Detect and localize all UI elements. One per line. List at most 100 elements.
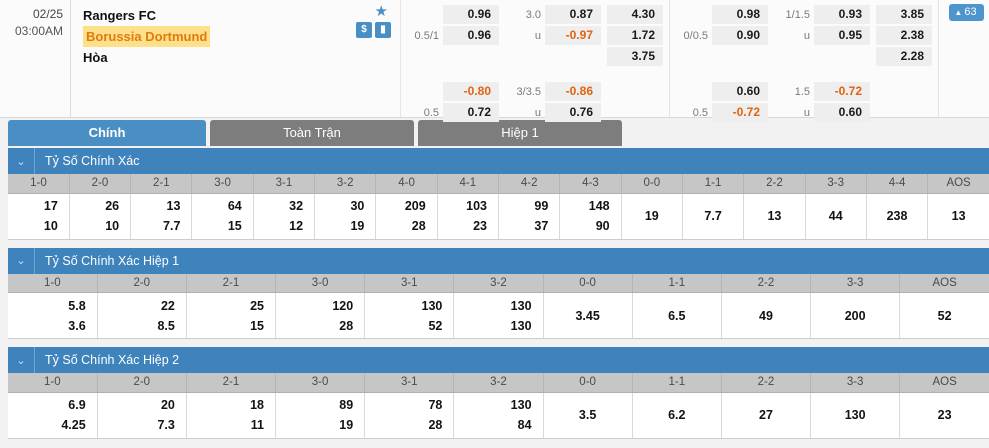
x2-odd-value[interactable]: 2.28 [876, 47, 932, 66]
money-icon[interactable]: $ [356, 22, 372, 38]
odds-cell[interactable]: 103 23 [437, 193, 500, 240]
ou-odd-value[interactable]: 0.87 [545, 5, 601, 24]
hdp-odd-value[interactable]: 0.72 [443, 103, 499, 122]
odds-value-bottom[interactable]: 7.3 [157, 418, 175, 432]
odds-value-bottom[interactable]: 28 [428, 418, 443, 432]
away-team-name[interactable]: Borussia Dortmund [83, 26, 211, 47]
draw-row[interactable]: Hòa [83, 47, 400, 68]
ou-odd-cell[interactable]: 0.60 [814, 103, 876, 122]
star-icon[interactable]: ★ [374, 3, 388, 20]
tab-toan-tran[interactable]: Toàn Trận [210, 120, 414, 146]
hdp-odd-cell[interactable]: -0.72 [712, 103, 774, 122]
odds-value-bottom[interactable]: 15 [250, 318, 265, 333]
ou-odd-value[interactable]: -0.72 [814, 82, 870, 101]
x2-odd-value[interactable]: 2.38 [876, 26, 932, 45]
odds-value-top[interactable]: 130 [510, 298, 532, 313]
odds-cell[interactable]: 27 [721, 392, 812, 439]
odds-cell[interactable]: 148 90 [559, 193, 622, 240]
odds-cell[interactable]: 130 130 [453, 292, 544, 339]
odds-cell[interactable]: 89 19 [275, 392, 366, 439]
odds-value-top[interactable]: 99 [534, 199, 549, 213]
odds-value-top[interactable]: 120 [332, 298, 354, 313]
odds-cell[interactable]: 78 28 [364, 392, 455, 439]
odds-cell[interactable]: 32 12 [253, 193, 316, 240]
x2-odd-cell[interactable]: 2.38 [876, 26, 938, 45]
odds-value-top[interactable]: 209 [404, 199, 426, 213]
odds-cell[interactable]: 238 [866, 193, 929, 240]
odds-value-top[interactable]: 13 [166, 199, 181, 213]
hdp-odd-value[interactable]: 0.96 [443, 5, 499, 24]
odds-value-bottom[interactable]: 4.25 [61, 418, 86, 432]
market-section-header[interactable]: ⌄ Tỷ Số Chính Xác Hiệp 1 [8, 247, 989, 274]
chevron-down-icon[interactable]: ⌄ [16, 155, 26, 168]
tab-chinh[interactable]: Chính [8, 120, 206, 146]
odds-value-single[interactable]: 7.7 [704, 209, 722, 223]
bar-chart-icon[interactable]: ▮ [375, 22, 391, 38]
odds-cell[interactable]: 13 [927, 193, 989, 240]
hdp-odd-value[interactable]: 0.96 [443, 26, 499, 45]
odds-value-bottom[interactable]: 90 [595, 219, 610, 233]
ou-odd-cell[interactable]: 0.93 [814, 5, 876, 24]
x2-odd-cell[interactable]: 3.75 [607, 47, 669, 66]
odds-value-top[interactable]: 78 [428, 398, 443, 412]
odds-value-top[interactable]: 148 [588, 199, 610, 213]
odds-cell[interactable]: 13 [743, 193, 806, 240]
odds-cell[interactable]: 22 8.5 [97, 292, 187, 339]
odds-cell[interactable]: 209 28 [375, 193, 438, 240]
market-section-header[interactable]: ⌄ Tỷ Số Chính Xác Hiệp 2 [8, 347, 989, 373]
hdp-odd-cell[interactable]: 0.96 [443, 26, 505, 45]
ou-odd-cell[interactable]: 0.95 [814, 26, 876, 45]
ou-odd-cell[interactable]: -0.97 [545, 26, 607, 45]
odds-value-single[interactable]: 130 [844, 408, 866, 422]
odds-value-single[interactable]: 52 [937, 308, 952, 323]
hdp-odd-cell[interactable]: 0.90 [712, 26, 774, 45]
odds-cell[interactable]: 6.5 [632, 292, 722, 339]
hdp-odd-cell[interactable]: -0.80 [443, 82, 505, 101]
ou-odd-value[interactable]: 0.76 [545, 103, 601, 122]
ou-odd-cell[interactable]: -0.72 [814, 82, 876, 101]
home-team-row[interactable]: Rangers FC [83, 5, 400, 26]
home-team-name[interactable]: Rangers FC [83, 8, 156, 23]
hdp-odd-value[interactable]: -0.80 [443, 82, 499, 101]
odds-value-top[interactable]: 26 [105, 199, 120, 213]
x2-odd-value[interactable]: 1.72 [607, 26, 663, 45]
odds-value-bottom[interactable]: 130 [510, 318, 532, 333]
odds-value-single[interactable]: 13 [951, 209, 966, 223]
odds-cell[interactable]: 49 [721, 292, 812, 339]
odds-value-top[interactable]: 130 [421, 298, 443, 313]
odds-cell[interactable]: 20 7.3 [97, 392, 187, 439]
tab-hiep-1[interactable]: Hiệp 1 [418, 120, 622, 146]
odds-cell[interactable]: 17 10 [8, 193, 70, 240]
x2-odd-value[interactable]: 3.75 [607, 47, 663, 66]
hdp-odd-cell[interactable]: 0.98 [712, 5, 774, 24]
ou-odd-value[interactable]: 0.95 [814, 26, 870, 45]
hdp-odd-cell[interactable]: 0.96 [443, 5, 505, 24]
odds-value-bottom[interactable]: 28 [411, 219, 426, 233]
chevron-down-icon[interactable]: ⌄ [16, 354, 26, 367]
odds-value-top[interactable]: 103 [466, 199, 487, 213]
odds-value-top[interactable]: 130 [510, 398, 532, 412]
odds-value-bottom[interactable]: 23 [473, 219, 487, 233]
hdp-odd-value[interactable]: -0.72 [712, 103, 768, 122]
ou-odd-cell[interactable]: -0.86 [545, 82, 607, 101]
odds-value-single[interactable]: 3.5 [578, 408, 597, 422]
hdp-odd-cell[interactable]: 0.72 [443, 103, 505, 122]
ou-odd-value[interactable]: -0.97 [545, 26, 601, 45]
chevron-down-icon[interactable]: ⌄ [16, 255, 26, 267]
odds-value-single[interactable]: 238 [886, 209, 908, 223]
odds-cell[interactable]: 7.7 [682, 193, 745, 240]
odds-cell[interactable]: 130 52 [364, 292, 455, 339]
odds-cell[interactable]: 99 37 [498, 193, 561, 240]
odds-cell[interactable]: 130 [810, 392, 901, 439]
odds-value-single[interactable]: 27 [759, 408, 773, 422]
x2-odd-cell[interactable]: 2.28 [876, 47, 938, 66]
odds-value-bottom[interactable]: 15 [227, 219, 242, 233]
odds-value-bottom[interactable]: 8.5 [157, 318, 175, 333]
odds-value-bottom[interactable]: 3.6 [68, 318, 86, 333]
ou-odd-value[interactable]: 0.93 [814, 5, 870, 24]
odds-value-bottom[interactable]: 19 [350, 219, 365, 233]
odds-value-top[interactable]: 30 [350, 199, 365, 213]
odds-value-top[interactable]: 32 [289, 199, 304, 213]
ou-odd-value[interactable]: -0.86 [545, 82, 601, 101]
odds-cell[interactable]: 18 11 [186, 392, 277, 439]
